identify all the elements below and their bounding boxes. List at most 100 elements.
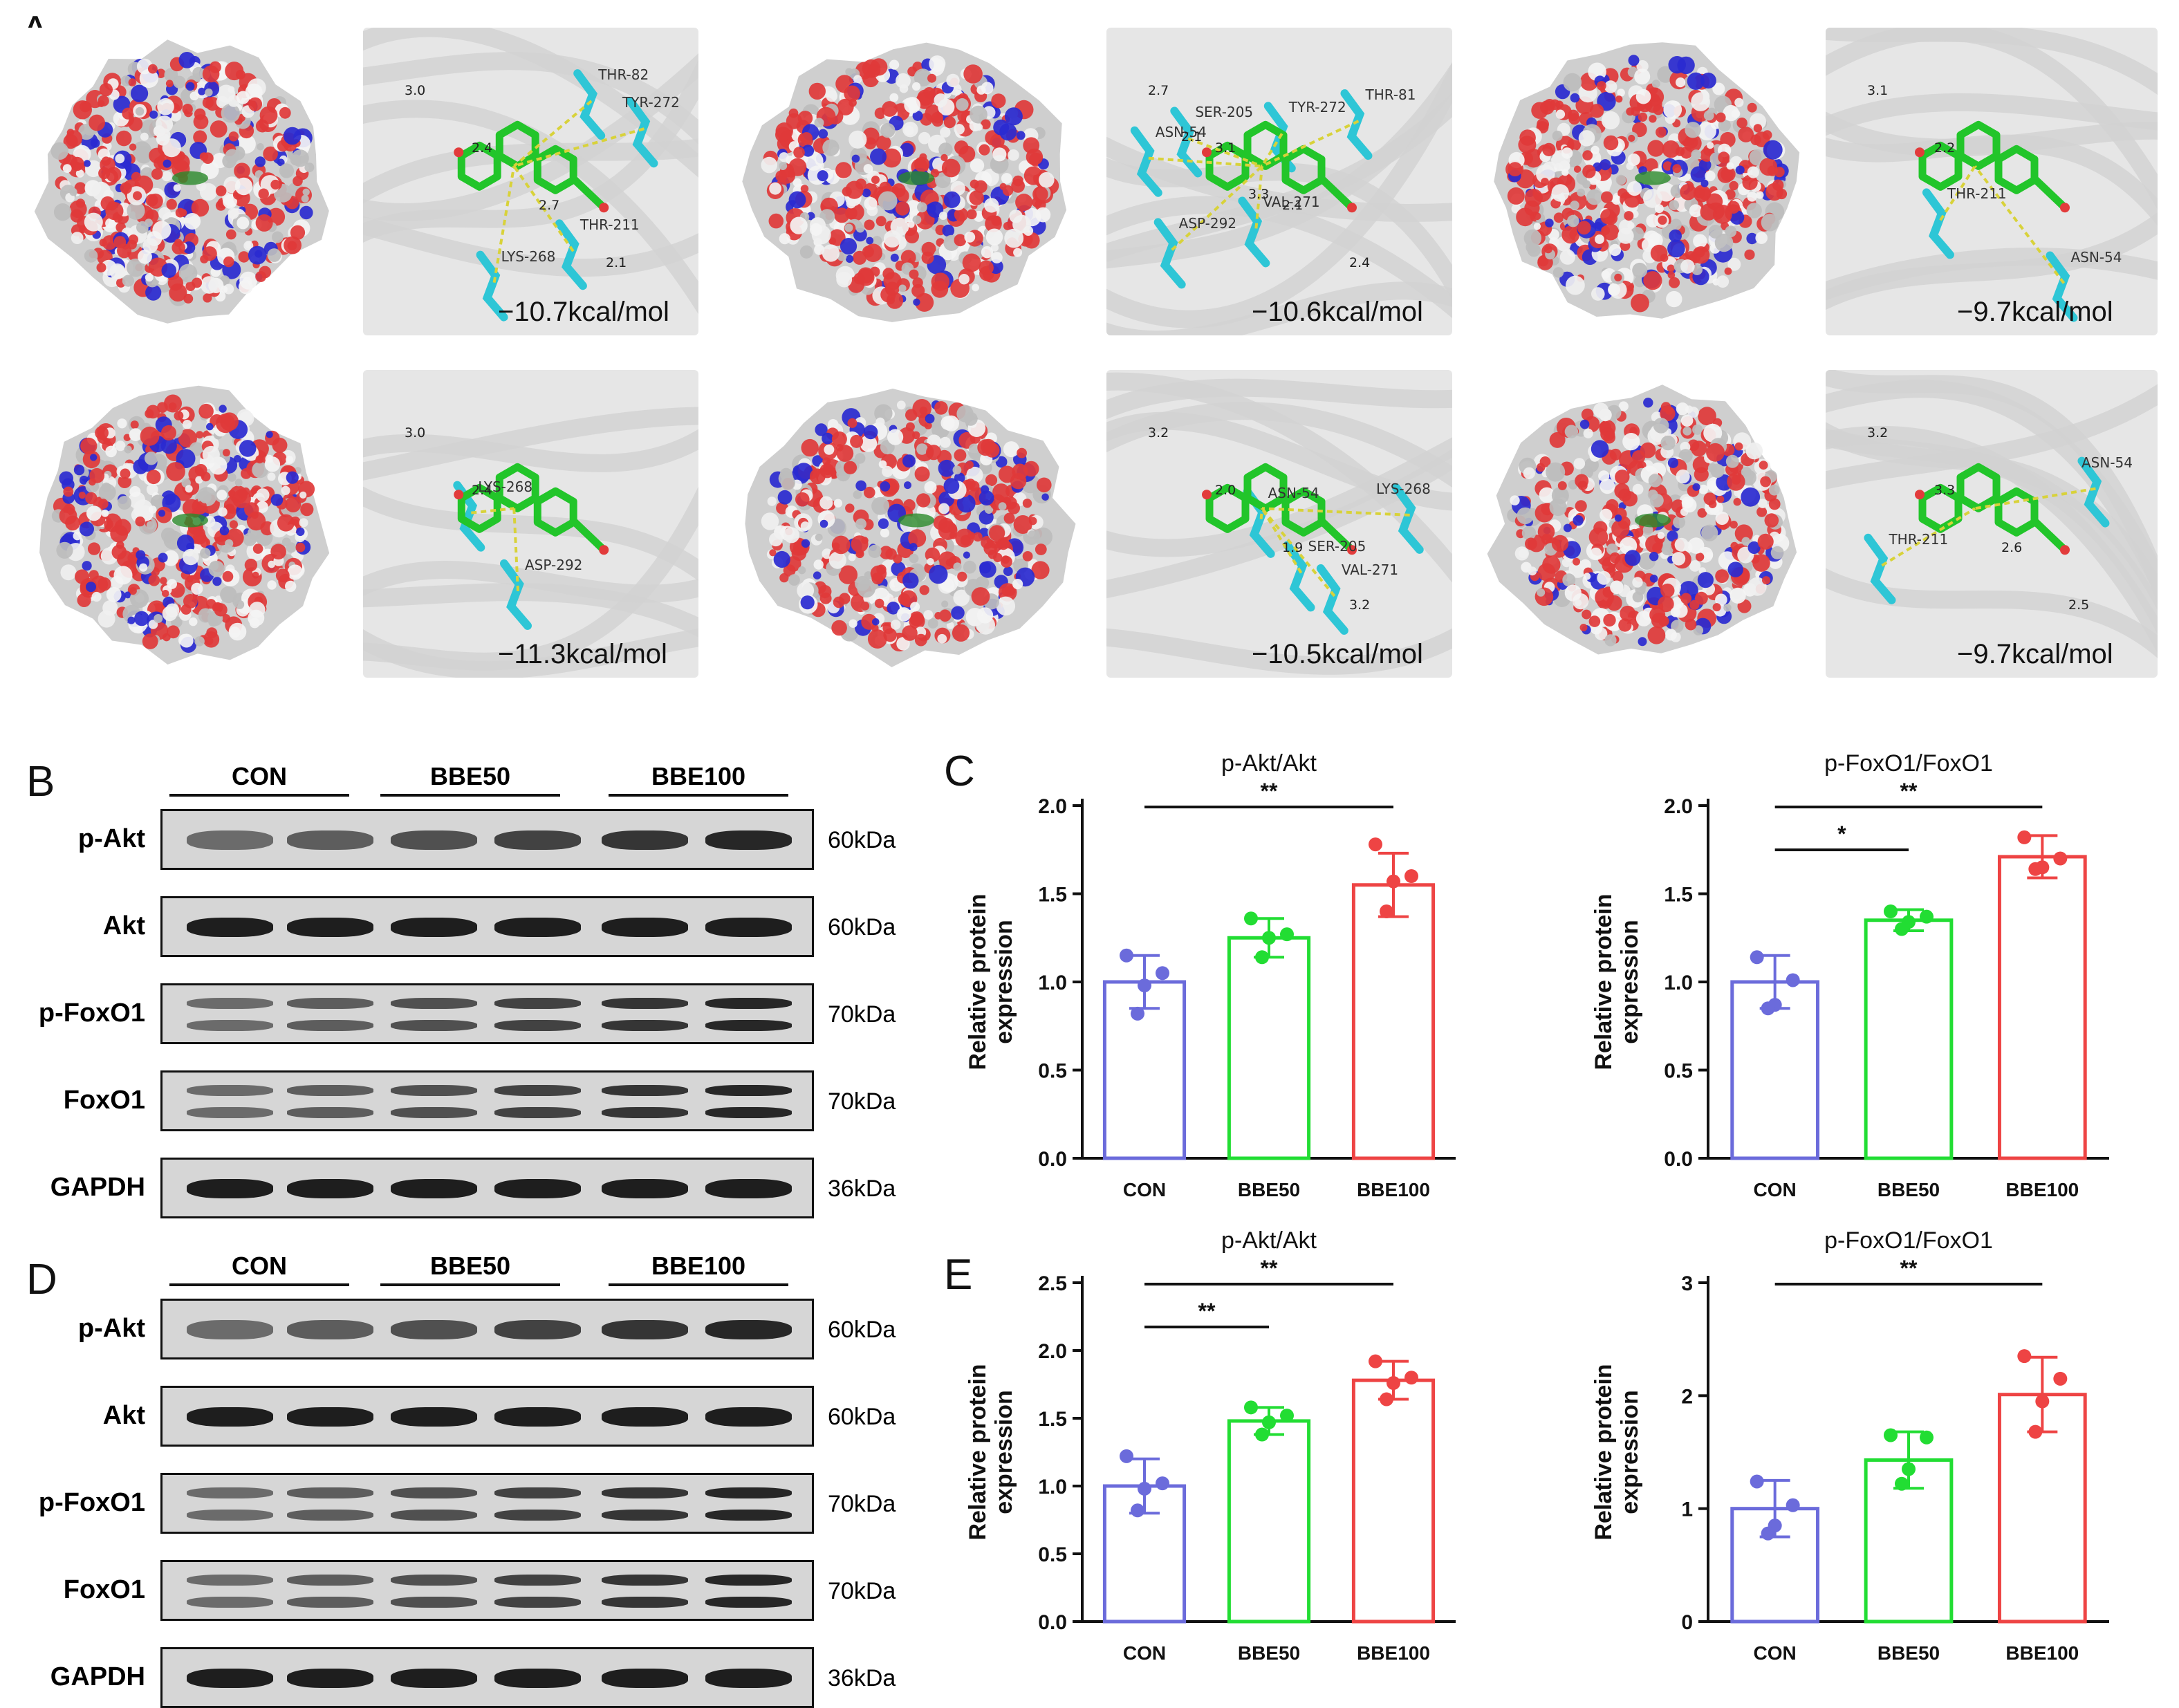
group-bracket-line — [609, 794, 788, 797]
blot-protein-label: Akt — [102, 911, 145, 940]
data-point — [1255, 1427, 1269, 1442]
protein-band — [602, 1487, 688, 1498]
y-tick-label: 1.5 — [1038, 884, 1067, 907]
protein-band — [705, 1575, 792, 1586]
bond-distance-label: 2.4 — [1349, 255, 1371, 270]
residue-label: THR-82 — [598, 66, 649, 84]
residue-label: LYS-268 — [1376, 480, 1431, 497]
blot-strip-p-foxo1 — [160, 1473, 814, 1534]
protein-band — [287, 1597, 373, 1608]
data-point — [1280, 927, 1294, 942]
blot-strip-p-akt — [160, 1299, 814, 1359]
group-label-bbe50: BBE50 — [429, 1252, 511, 1280]
data-point — [2017, 1349, 2032, 1364]
protein-band — [705, 998, 792, 1009]
protein-band — [187, 998, 273, 1009]
y-tick-label: 1.5 — [1664, 884, 1693, 907]
protein-band — [705, 1020, 792, 1031]
protein-band — [391, 1597, 477, 1608]
x-tick-label: BBE50 — [1877, 1642, 1940, 1664]
bar-chart-svg: p-FoxO1/FoxO1 Relative proteinexpression 0… — [1591, 1227, 2109, 1664]
data-point — [1750, 950, 1764, 965]
binding-energy-label: −9.7kcal/mol — [1957, 639, 2113, 669]
y-tick-label: 1.5 — [1038, 1408, 1067, 1431]
protein-band — [602, 918, 688, 937]
data-point — [1380, 1392, 1393, 1407]
protein-band — [187, 1575, 273, 1586]
bond-distance-label: 2.7 — [1148, 83, 1169, 98]
protein-band — [705, 1179, 792, 1198]
group-label-bbe100: BBE100 — [651, 762, 746, 790]
protein-band — [391, 1085, 477, 1096]
bond-distance-label: 3.1 — [1867, 83, 1889, 98]
protein-band — [187, 1597, 273, 1608]
bond-distance-label: 3.2 — [1349, 597, 1371, 613]
residue-label: THR-211 — [1947, 185, 2007, 203]
bar-chart-svg: p-FoxO1/FoxO1 Relative proteinexpression 0… — [1591, 750, 2109, 1200]
y-axis-label: Relative proteinexpression — [1591, 893, 1643, 1070]
data-point — [2035, 1394, 2050, 1409]
protein-surface-image — [1473, 28, 1819, 335]
data-point — [2017, 830, 2032, 844]
molecular-weight-label: 60kDa — [828, 1317, 896, 1343]
chart-c-pakt: p-Akt/Akt Relative proteinexpression 0.0 0.… — [944, 743, 1469, 1231]
protein-band — [494, 1085, 581, 1096]
y-tick-label: 0.5 — [1038, 1543, 1067, 1566]
protein-band — [705, 1407, 792, 1427]
protein-band — [287, 1107, 373, 1118]
protein-band — [287, 1085, 373, 1096]
y-tick-label: 2.0 — [1664, 795, 1693, 818]
chart-e-pfoxo1: p-FoxO1/FoxO1 Relative proteinexpression 0… — [1570, 1220, 2123, 1694]
binding-pocket-graphic — [363, 28, 698, 322]
protein-surface-graphic — [1487, 384, 1797, 655]
protein-band — [494, 1575, 581, 1586]
blot-protein-label: p-Akt — [77, 824, 145, 853]
binding-pocket-image — [1826, 28, 2158, 335]
data-point — [1244, 911, 1258, 926]
protein-band — [494, 918, 581, 937]
x-tick-label: CON — [1123, 1642, 1166, 1664]
data-point — [1920, 909, 1934, 924]
protein-band — [187, 1510, 273, 1521]
data-point — [1387, 874, 1400, 889]
protein-surface-graphic — [34, 39, 329, 324]
protein-band — [705, 830, 792, 850]
data-point — [1750, 1474, 1764, 1489]
protein-band — [287, 1179, 373, 1198]
significance-marker: ** — [1900, 779, 1918, 804]
y-tick-label: 2.0 — [1038, 1340, 1067, 1363]
protein-band — [187, 1107, 273, 1118]
protein-band — [602, 1597, 688, 1608]
data-point — [1120, 948, 1133, 963]
binding-energy-label: −11.3kcal/mol — [498, 639, 667, 669]
bond-distance-label: 3.2 — [1867, 425, 1889, 440]
protein-band — [705, 1597, 792, 1608]
protein-band — [494, 830, 581, 850]
chart-title: p-FoxO1/FoxO1 — [1824, 750, 1993, 777]
residue-label: ASN-54 — [1155, 123, 1207, 140]
bond-distance-label: 2.2 — [1934, 140, 1956, 156]
binding-energy-label: −10.5kcal/mol — [1252, 639, 1423, 669]
group-bracket-line — [169, 794, 349, 797]
residue-label: VAL-271 — [1263, 194, 1320, 211]
blot-protein-label: GAPDH — [50, 1173, 145, 1202]
protein-band — [602, 1575, 688, 1586]
data-point — [1131, 1006, 1144, 1021]
residue-label: LYS-268 — [501, 248, 556, 265]
y-tick-label: 1.0 — [1038, 972, 1067, 994]
protein-band — [494, 1179, 581, 1198]
x-tick-label: CON — [1754, 1642, 1797, 1664]
data-point — [1761, 1001, 1775, 1016]
molecular-weight-label: 70kDa — [828, 1578, 896, 1604]
protein-band — [494, 1407, 581, 1427]
bond-distance-label: 3.3 — [1934, 483, 1956, 498]
bond-distance-label: 3.1 — [1215, 140, 1236, 156]
protein-band — [494, 1669, 581, 1688]
protein-band — [391, 1320, 477, 1339]
bar-bbe100 — [1351, 883, 1436, 1160]
protein-band — [391, 830, 477, 850]
y-tick-label: 1 — [1681, 1498, 1693, 1521]
protein-band — [705, 1669, 792, 1688]
protein-band — [287, 1669, 373, 1688]
residue-label: THR-211 — [579, 216, 640, 234]
